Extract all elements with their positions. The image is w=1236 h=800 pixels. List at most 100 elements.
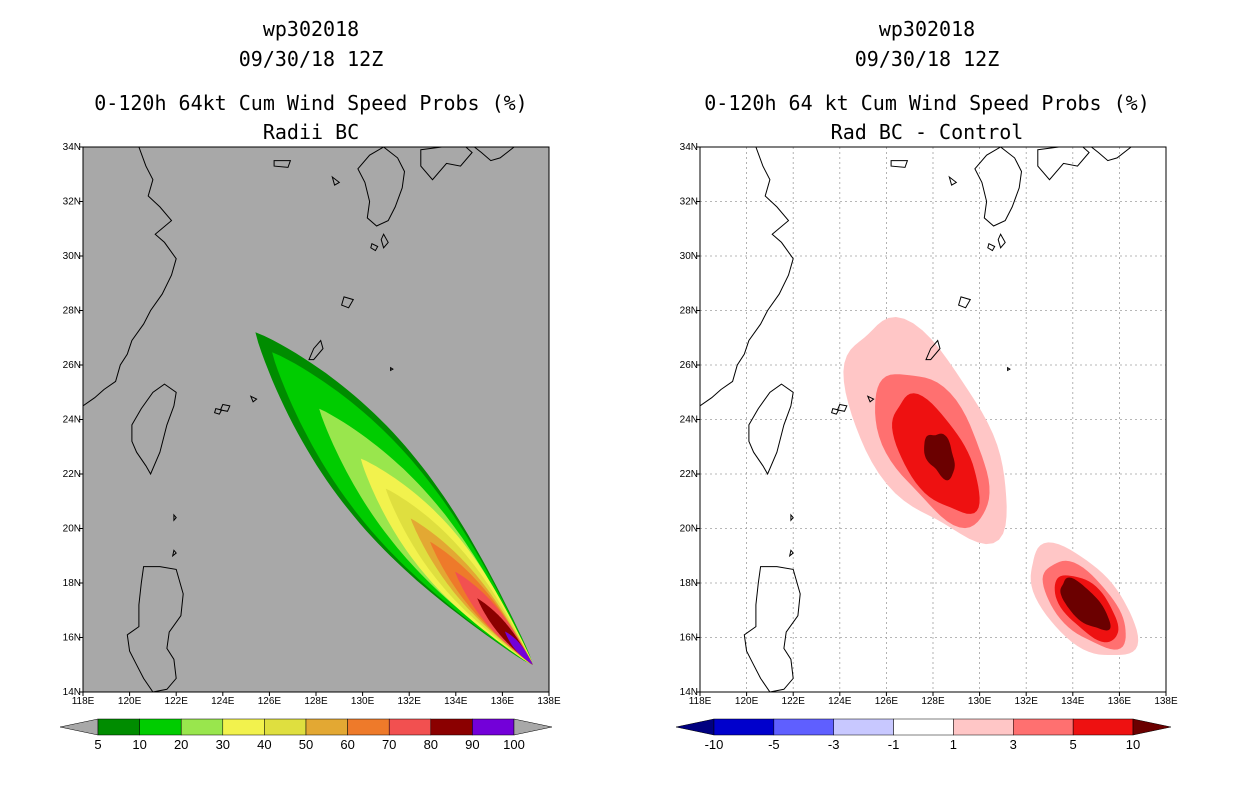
left-tanegashima-coast	[380, 233, 389, 249]
right-title-line-1: wp302018	[879, 17, 975, 41]
right-tanegashima-coast	[997, 233, 1006, 249]
right-colorbar-left-arrow	[675, 718, 715, 736]
right-colorbar-label-1: 1	[950, 737, 957, 752]
right-colorbar: -10 -5 -3 -1 1 3 5 10	[675, 718, 1172, 752]
left-swath-level-90	[505, 631, 533, 665]
left-xtick-label-136E: 136E	[491, 696, 515, 707]
right-colorbar-box-4	[893, 718, 954, 736]
left-xtick-label-122E: 122E	[165, 696, 189, 707]
left-ytick-label-18N: 18N	[63, 578, 81, 589]
right-colorbar-label--10: -10	[705, 737, 724, 752]
left-probability-swath	[255, 332, 533, 665]
right-colorbar-label-5: 5	[1070, 737, 1077, 752]
right-yakushima-coast	[987, 242, 996, 252]
left-colorbar-left-arrow	[59, 718, 99, 736]
right-colorbar-box-2	[773, 718, 834, 736]
right-batanes-coast	[790, 513, 794, 522]
right-xtick-label-124E: 124E	[828, 696, 852, 707]
right-colorbar-label-3: 3	[1010, 737, 1017, 752]
right-diff-nw-level-10	[924, 433, 955, 481]
right-shikoku-coast	[1037, 147, 1090, 181]
left-coastlines	[83, 147, 515, 692]
right-title-line-4: Rad BC - Control	[831, 120, 1024, 144]
right-title: wp302018 09/30/18 12Z 0-120h 64 kt Cum W…	[704, 17, 1150, 144]
right-colorbar-label--3: -3	[828, 737, 840, 752]
left-colorbar-box-8	[388, 718, 432, 736]
right-title-line-3: 0-120h 64 kt Cum Wind Speed Probs (%)	[704, 91, 1150, 115]
right-ytick-label-18N: 18N	[680, 578, 698, 589]
left-ishigaki-coast	[219, 403, 231, 412]
right-map	[700, 147, 1166, 692]
right-jeju-coast	[890, 160, 909, 168]
left-colorbar-box-6	[305, 718, 348, 736]
left-batanes-coast	[173, 513, 177, 522]
right-ytick-label-24N: 24N	[680, 415, 698, 426]
right-colorbar-label-10: 10	[1126, 737, 1140, 752]
right-kyushu-coast	[974, 147, 1023, 227]
right-babuyan-coast	[788, 549, 794, 558]
left-colorbar-label-10: 10	[132, 737, 146, 752]
left-colorbar-label-20: 20	[174, 737, 188, 752]
left-ytick-label-20N: 20N	[63, 524, 81, 535]
right-xtick-label-132E: 132E	[1015, 696, 1039, 707]
right-diff-se-level-10	[1060, 577, 1111, 631]
left-xtick-label-126E: 126E	[258, 696, 282, 707]
left-title-line-2: 09/30/18 12Z	[239, 47, 384, 71]
right-ytick-label-14N: 14N	[680, 687, 698, 698]
left-china-coast	[83, 147, 177, 407]
left-xtick-label-132E: 132E	[398, 696, 422, 707]
left-daito-coast	[390, 366, 394, 372]
right-xtick-label-130E: 130E	[968, 696, 992, 707]
left-ytick-label-14N: 14N	[63, 687, 81, 698]
right-colorbar-right-arrow	[1132, 718, 1172, 736]
left-ytick-label-30N: 30N	[63, 251, 81, 262]
right-ytick-label-22N: 22N	[680, 469, 698, 480]
left-xtick-label-118E: 118E	[72, 696, 95, 707]
left-colorbar-box-9	[430, 718, 473, 736]
right-colorbar-label--1: -1	[888, 737, 900, 752]
left-colorbar-box-7	[347, 718, 390, 736]
right-colorbar-box-1	[713, 718, 775, 736]
right-xtick-label-120E: 120E	[735, 696, 759, 707]
left-colorbar-box-4	[222, 718, 265, 736]
right-title-line-2: 09/30/18 12Z	[855, 47, 1000, 71]
right-taiwan-coast	[748, 383, 794, 476]
left-axes: 118E 120E 122E 124E 126E 128E 130E 132E 134E 136E…	[63, 142, 561, 707]
left-taiwan-coast	[131, 383, 177, 476]
left-colorbar-box-3	[180, 718, 224, 736]
right-luzon-coast	[743, 566, 801, 692]
right-china-coast	[700, 147, 794, 407]
left-colorbar-label-80: 80	[424, 737, 438, 752]
right-colorbar-box-7	[1072, 718, 1134, 736]
right-xtick-label-138E: 138E	[1154, 696, 1178, 707]
left-kyushu-coast	[357, 147, 406, 227]
left-title-line-4: Radii BC	[263, 120, 359, 144]
right-daito-coast	[1007, 366, 1011, 372]
right-colorbar-box-6	[1013, 718, 1074, 736]
left-ytick-label-26N: 26N	[63, 360, 81, 371]
left-title: wp302018 09/30/18 12Z 0-120h 64kt Cum Wi…	[94, 17, 527, 144]
left-xtick-label-120E: 120E	[118, 696, 142, 707]
right-ytick-label-30N: 30N	[680, 251, 698, 262]
right-miyako-coast	[866, 395, 875, 403]
right-xtick-label-118E: 118E	[689, 696, 712, 707]
right-colorbar-box-3	[833, 718, 894, 736]
left-colorbar-label-90: 90	[465, 737, 479, 752]
right-ytick-label-26N: 26N	[680, 360, 698, 371]
left-miyako-coast	[249, 395, 258, 403]
left-ytick-label-34N: 34N	[63, 142, 81, 153]
right-goto-coast	[948, 175, 958, 186]
left-xtick-label-134E: 134E	[444, 696, 468, 707]
right-gridlines	[700, 147, 1166, 692]
left-goto-coast	[331, 175, 341, 186]
right-xtick-label-136E: 136E	[1108, 696, 1132, 707]
right-honshu-east-coast	[1091, 147, 1132, 162]
left-colorbar-box-1	[97, 718, 140, 736]
left-title-line-1: wp302018	[263, 17, 359, 41]
right-ytick-label-34N: 34N	[680, 142, 698, 153]
left-yakushima-coast	[370, 242, 379, 252]
left-ytick-label-28N: 28N	[63, 306, 81, 317]
left-colorbar-label-5: 5	[94, 737, 101, 752]
left-xtick-label-138E: 138E	[537, 696, 561, 707]
